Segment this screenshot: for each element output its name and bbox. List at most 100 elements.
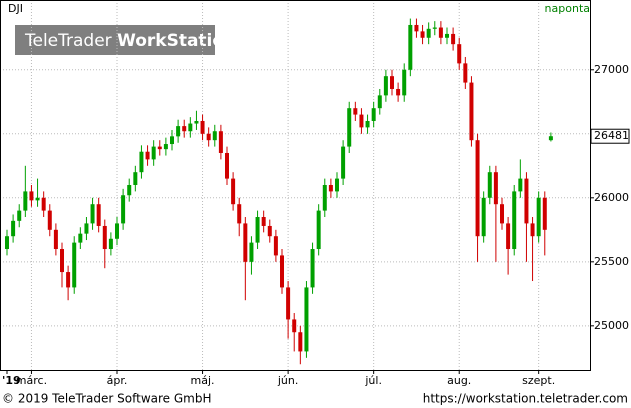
candle-body (127, 185, 132, 196)
candle-body (23, 191, 28, 211)
candle-body (377, 95, 382, 109)
candle-body (432, 27, 437, 29)
candle-body (212, 131, 217, 141)
candle-body (493, 172, 498, 205)
candle-body (328, 185, 333, 192)
candle-body (280, 255, 284, 288)
candle-body (255, 217, 260, 243)
last-price-label: 26481 (594, 129, 629, 142)
candle-body (292, 319, 297, 333)
candle-body (316, 210, 321, 250)
candle-body (396, 88, 401, 96)
candle-body (53, 229, 58, 250)
candle-body (273, 236, 278, 256)
candle-body (414, 24, 419, 32)
candle-body (206, 133, 211, 141)
watermark-product: WorkStation (117, 31, 236, 51)
x-tick-label: '19 (2, 374, 21, 387)
candle-body (66, 272, 71, 288)
candle-body (365, 120, 370, 128)
candle-body (78, 233, 83, 243)
candle-body (157, 146, 162, 150)
candle-body (475, 140, 480, 237)
x-tick-label: aug. (447, 374, 471, 387)
candle-body (298, 332, 303, 352)
frequency: naponta (545, 2, 590, 15)
candle-body (371, 108, 376, 121)
candle-body (536, 197, 541, 237)
candle-body (463, 63, 468, 83)
candle-body (182, 126, 187, 132)
candle-body (524, 178, 529, 224)
candle-body (335, 178, 339, 192)
candle-body (47, 210, 52, 230)
candle-body (353, 108, 358, 115)
candle-body (548, 136, 553, 141)
candle-body (408, 24, 413, 70)
candle-body (231, 178, 236, 205)
candle-body (115, 223, 119, 239)
y-tick-label: 27000 (594, 63, 629, 76)
candle-body (170, 136, 174, 145)
y-tick-label: 25500 (594, 255, 629, 268)
candle-body (347, 108, 352, 147)
candle-body (133, 172, 138, 185)
candle-body (383, 76, 388, 96)
candle-body (457, 44, 462, 64)
candle-body (11, 220, 16, 237)
candle-body (304, 287, 309, 352)
candle-body (530, 223, 535, 237)
candle-body (237, 204, 242, 224)
candle-body (420, 31, 425, 38)
candle-body (426, 28, 431, 38)
candle-body (402, 69, 407, 96)
candle-body (438, 27, 443, 38)
watermark-box (15, 25, 215, 55)
candle-body (481, 197, 486, 237)
candle-body (322, 185, 327, 211)
candle-body (390, 76, 394, 89)
x-tick-label: márc. (16, 374, 47, 387)
candle-body (200, 120, 205, 134)
candle-body (35, 197, 40, 201)
candle-body (359, 114, 364, 128)
x-tick-label: júl. (364, 374, 382, 387)
candle-body (243, 223, 248, 262)
candle-body (286, 287, 291, 320)
watermark: TeleTrader WorkStation (24, 31, 236, 51)
candle-body (267, 225, 272, 237)
candle-body (151, 146, 156, 160)
url: https://workstation.teletrader.com (423, 392, 628, 406)
candle-body (84, 223, 89, 234)
candle-body (41, 197, 46, 211)
plot-border (0, 0, 591, 371)
candle-body (469, 82, 474, 141)
candle-body (500, 204, 504, 224)
candle-body (249, 242, 254, 262)
copyright: © 2019 TeleTrader Software GmbH (2, 392, 212, 406)
candle-body (102, 225, 107, 250)
candle-body (29, 191, 34, 201)
candle-body (518, 178, 523, 192)
candle-body (225, 152, 229, 179)
candle-body (5, 236, 9, 250)
chart-title: DJI (8, 2, 23, 15)
candle-body (145, 151, 150, 160)
candle-body (194, 120, 199, 124)
candle-body (108, 238, 113, 250)
y-tick-label: 25000 (594, 319, 629, 332)
candle-body (445, 33, 449, 38)
candle-body (451, 33, 456, 45)
candle-body (261, 217, 266, 226)
candle-body (542, 197, 547, 230)
candle-body (310, 249, 315, 288)
candle-body (96, 204, 101, 226)
x-tick-label: ápr. (107, 374, 128, 387)
candle-body (17, 210, 22, 221)
candle-body (341, 146, 346, 179)
footer-bg (0, 388, 631, 408)
candle-body (163, 144, 168, 150)
candle-body (60, 249, 64, 273)
